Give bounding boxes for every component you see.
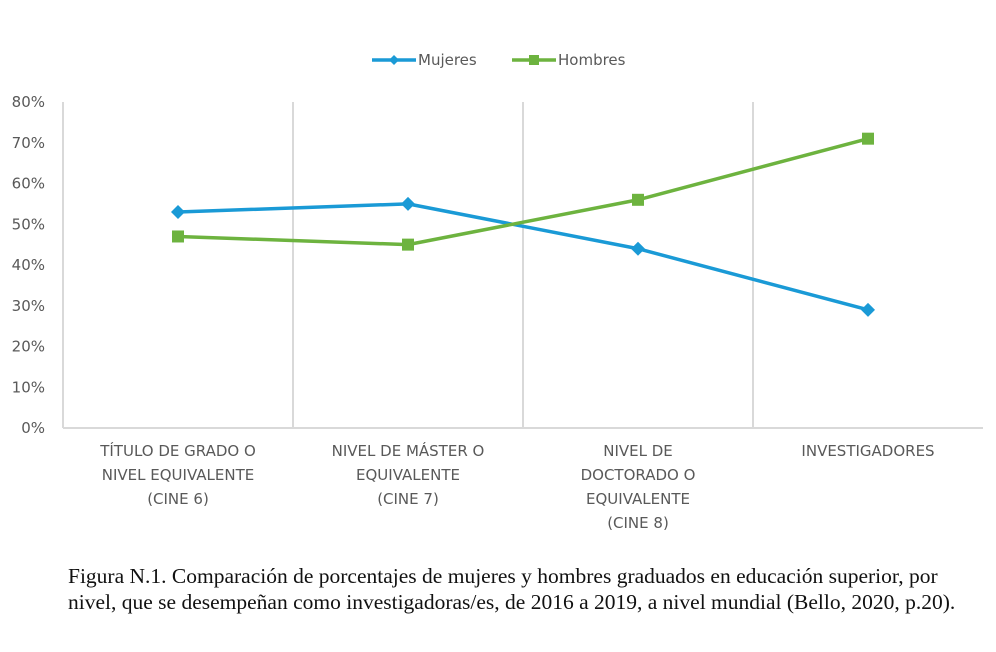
- y-tick-label: 0%: [21, 419, 45, 437]
- x-category-label: NIVEL DE MÁSTER O: [332, 441, 485, 460]
- y-tick-label: 50%: [12, 215, 45, 233]
- legend: Mujeres Hombres: [372, 51, 626, 69]
- x-category-label: (CINE 6): [147, 490, 209, 508]
- data-point: [171, 205, 185, 220]
- data-point: [862, 132, 874, 145]
- y-tick-label: 10%: [12, 378, 45, 396]
- y-tick-label: 80%: [12, 93, 45, 111]
- y-tick-label: 40%: [12, 256, 45, 274]
- legend-label: Mujeres: [418, 51, 477, 69]
- x-category-label: INVESTIGADORES: [801, 442, 934, 460]
- legend-label: Hombres: [558, 51, 626, 69]
- series-lines: [171, 132, 875, 317]
- x-category-label: DOCTORADO O: [581, 466, 696, 484]
- data-point: [861, 302, 875, 317]
- x-axis-categories: TÍTULO DE GRADO O NIVEL EQUIVALENTE (CINE …: [99, 441, 934, 532]
- legend-item-mujeres: Mujeres: [372, 51, 477, 69]
- series-hombres: [172, 132, 874, 251]
- x-category-label: TÍTULO DE GRADO O: [99, 441, 256, 460]
- data-point: [172, 230, 184, 243]
- y-tick-label: 60%: [12, 175, 45, 193]
- y-tick-label: 20%: [12, 338, 45, 356]
- legend-marker: [389, 55, 399, 65]
- data-point: [632, 193, 644, 206]
- x-category-label: (CINE 8): [607, 514, 669, 532]
- data-point: [631, 241, 645, 256]
- series-line: [177, 136, 869, 247]
- x-category-label: NIVEL DE: [603, 442, 673, 460]
- line-chart: 0% 10% 20% 30% 40% 50% 60% 70% 80% TÍTULO DE GRA…: [12, 51, 983, 532]
- legend-marker: [529, 55, 539, 65]
- x-category-label: NIVEL EQUIVALENTE: [102, 466, 254, 484]
- y-tick-label: 70%: [12, 134, 45, 152]
- x-category-label: EQUIVALENTE: [586, 490, 690, 508]
- data-point: [402, 238, 414, 251]
- series-line: [177, 202, 869, 312]
- y-tick-label: 30%: [12, 297, 45, 315]
- legend-item-hombres: Hombres: [512, 51, 626, 69]
- x-category-label: (CINE 7): [377, 490, 439, 508]
- axes: [62, 102, 983, 429]
- data-point: [401, 196, 415, 211]
- figure-caption: Figura N.1. Comparación de porcentajes d…: [68, 564, 956, 614]
- y-axis-ticks: 0% 10% 20% 30% 40% 50% 60% 70% 80%: [12, 93, 45, 437]
- series-mujeres: [171, 196, 875, 317]
- x-category-label: EQUIVALENTE: [356, 466, 460, 484]
